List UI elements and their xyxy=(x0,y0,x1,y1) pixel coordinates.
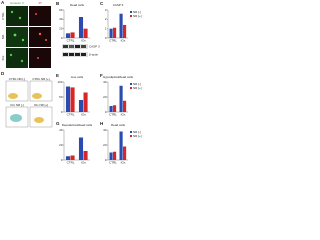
bar xyxy=(83,151,88,160)
x-tick-label: IOx xyxy=(81,160,86,164)
bar xyxy=(109,28,113,38)
panel-label: F xyxy=(100,73,103,78)
legend-swatch xyxy=(130,11,132,13)
flow-title: IOx NR [+] xyxy=(34,103,48,107)
x-tick-label: IOx xyxy=(121,160,126,164)
chart-title: Hypodiploid/dead cells xyxy=(103,75,134,79)
bar xyxy=(83,28,88,38)
y-tick-label: 1 xyxy=(105,26,107,30)
bar xyxy=(123,146,127,160)
panel-label: B xyxy=(56,1,60,6)
y-tick-label: 20 xyxy=(59,143,63,147)
bar xyxy=(123,24,127,38)
x-tick-label: CTRL xyxy=(109,38,117,42)
western-blot xyxy=(62,44,88,57)
bar xyxy=(70,87,75,112)
bar xyxy=(109,152,113,160)
legend-label: NR [+] xyxy=(133,134,142,138)
bar xyxy=(119,131,123,160)
bar xyxy=(113,151,117,160)
bar xyxy=(65,86,71,112)
y-tick-label: 0 xyxy=(61,110,63,114)
legend-swatch xyxy=(130,131,132,133)
y-tick-label: 2 xyxy=(105,17,107,21)
y-tick-label: 0 xyxy=(61,36,63,40)
y-tick-label: 40 xyxy=(59,128,63,132)
x-tick-label: CTRL xyxy=(67,160,75,164)
bar xyxy=(119,13,123,38)
bar xyxy=(123,100,127,112)
chart-title: CASP 3 xyxy=(113,3,124,7)
column-header: PI xyxy=(39,1,42,5)
y-tick-label: 20 xyxy=(59,26,63,30)
y-tick-label: 3 xyxy=(105,8,107,12)
panel-label: E xyxy=(56,73,59,78)
y-tick-label: 60 xyxy=(59,8,63,12)
y-tick-label: 50 xyxy=(59,95,63,99)
flow-title: CTRL NR [-] xyxy=(9,77,26,81)
x-tick-label: CTRL xyxy=(109,160,117,164)
page: A Annexin V PI CTRL NR IOx CASP 3 β-acti… xyxy=(0,0,142,165)
chart-title: Dead cells xyxy=(70,3,85,7)
y-tick-label: 0 xyxy=(105,110,107,114)
flow-plots xyxy=(5,80,53,128)
panel-label: A xyxy=(1,0,5,5)
bar xyxy=(113,27,117,38)
legend-label: NR [+] xyxy=(133,86,142,90)
bar xyxy=(109,106,113,112)
panel-label: G xyxy=(56,121,60,126)
blot-label: CASP 3 xyxy=(89,44,100,48)
chart-title: Depolarized/dead cells xyxy=(62,123,93,127)
bar xyxy=(70,32,75,38)
y-tick-label: 40 xyxy=(103,128,107,132)
x-tick-label: IOx xyxy=(121,38,126,42)
x-tick-label: CTRL xyxy=(67,112,75,116)
bar xyxy=(78,137,84,160)
bar xyxy=(65,33,71,38)
bar xyxy=(78,17,84,38)
bar xyxy=(83,92,88,112)
x-tick-label: IOx xyxy=(121,112,126,116)
x-tick-label: IOx xyxy=(81,112,86,116)
legend-label: NR [-] xyxy=(133,130,141,134)
legend-swatch xyxy=(130,135,132,137)
y-tick-label: 40 xyxy=(59,17,63,21)
legend-label: NR [-] xyxy=(133,10,141,14)
column-header: Annexin V xyxy=(10,1,24,5)
panel-label: H xyxy=(100,121,103,126)
flow-title: CTRL NR [+] xyxy=(32,77,49,81)
legend-swatch xyxy=(130,87,132,89)
bar xyxy=(113,105,117,112)
legend-label: NR [+] xyxy=(133,14,142,18)
chart-title: Live cells xyxy=(71,75,84,79)
x-tick-label: IOx xyxy=(81,38,86,42)
legend-label: NR [-] xyxy=(133,82,141,86)
row-label: NR xyxy=(1,34,5,39)
legend-swatch xyxy=(130,15,132,17)
micrographs xyxy=(6,6,51,68)
panel-label: C xyxy=(100,1,104,6)
y-tick-label: 100 xyxy=(57,80,62,84)
y-tick-label: 0 xyxy=(61,158,63,162)
y-tick-label: 20 xyxy=(103,95,107,99)
y-tick-label: 0 xyxy=(105,158,107,162)
y-tick-label: 40 xyxy=(103,80,107,84)
chart-title: Dead cells xyxy=(111,123,126,127)
x-tick-label: CTRL xyxy=(67,38,75,42)
bar xyxy=(78,100,84,112)
legend-swatch xyxy=(130,83,132,85)
blot-label: β-actin xyxy=(89,52,98,56)
row-label: IOx xyxy=(1,55,5,60)
flow-title: IOx NR [-] xyxy=(10,103,23,107)
figure: A Annexin V PI CTRL NR IOx CASP 3 β-acti… xyxy=(1,0,142,164)
row-label: CTRL xyxy=(1,12,5,20)
bar xyxy=(119,85,123,112)
bar xyxy=(70,155,75,160)
y-tick-label: 20 xyxy=(103,143,107,147)
y-tick-label: 0 xyxy=(105,36,107,40)
bar xyxy=(65,156,71,160)
x-tick-label: CTRL xyxy=(109,112,117,116)
panel-label: D xyxy=(1,71,5,76)
